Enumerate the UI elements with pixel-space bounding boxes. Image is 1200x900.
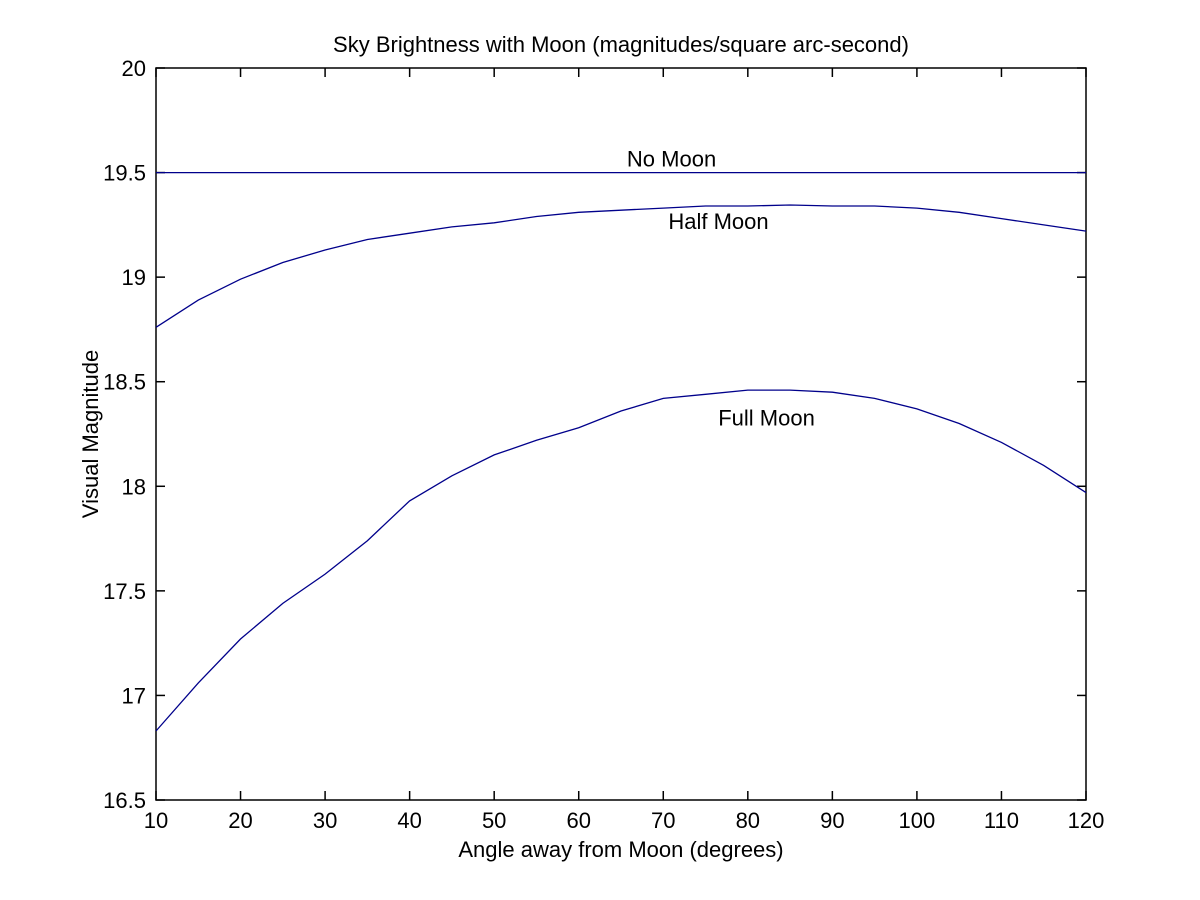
y-tick-label: 19 [122,265,146,290]
y-tick-label: 18 [122,474,146,499]
x-tick-label: 120 [1068,808,1105,833]
x-tick-label: 100 [899,808,936,833]
y-tick-label: 18.5 [103,370,146,395]
x-tick-label: 50 [482,808,506,833]
x-tick-label: 70 [651,808,675,833]
data-curves [155,171,1087,732]
x-tick-label: 20 [228,808,252,833]
plot-area [155,67,1087,801]
x-tick-label: 90 [820,808,844,833]
curve-label-no-moon: No Moon [627,146,716,171]
curve-half-moon [155,204,1087,328]
x-tick-label: 60 [566,808,590,833]
y-axis-label: Visual Magnitude [78,350,103,518]
x-tick-label: 10 [144,808,168,833]
y-tick-label: 17.5 [103,579,146,604]
x-tick-labels: 10 20 30 40 50 60 70 80 90 100 110 120 [144,808,1105,833]
curve-label-full-moon: Full Moon [718,406,815,431]
tick-marks [155,67,1087,801]
curve-label-half-moon: Half Moon [668,209,768,234]
y-tick-label: 19.5 [103,161,146,186]
curve-full-moon [155,389,1087,732]
y-tick-label: 17 [122,683,146,708]
x-tick-label: 110 [984,808,1019,833]
y-tick-label: 20 [122,56,146,81]
x-tick-label: 80 [736,808,760,833]
curve-labels: No Moon Half Moon Full Moon [627,146,815,430]
y-tick-labels: 16.5 17 17.5 18 18.5 19 19.5 20 [103,56,146,813]
y-tick-label: 16.5 [103,788,146,813]
x-axis-label: Angle away from Moon (degrees) [458,837,783,862]
chart-title: Sky Brightness with Moon (magnitudes/squ… [333,32,909,57]
x-tick-label: 30 [313,808,337,833]
x-tick-label: 40 [397,808,421,833]
